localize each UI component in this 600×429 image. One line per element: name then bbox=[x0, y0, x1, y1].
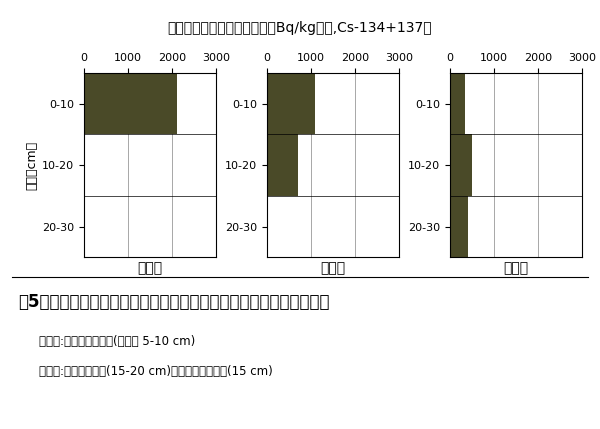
Y-axis label: 深さ（cm）: 深さ（cm） bbox=[25, 141, 38, 190]
Text: 深耕区: 深耕区 bbox=[503, 261, 529, 275]
Text: 浅耕区:浅層ロータリ耕(耕起深 5-10 cm): 浅耕区:浅層ロータリ耕(耕起深 5-10 cm) bbox=[39, 335, 195, 347]
Bar bbox=[449, 196, 468, 257]
Text: 図5　耕起方法の違いが放射性セシウムの土壌垂直分布に及ぼす影響: 図5 耕起方法の違いが放射性セシウムの土壌垂直分布に及ぼす影響 bbox=[18, 293, 329, 311]
Text: 浅耕区: 浅耕区 bbox=[137, 261, 163, 275]
Bar bbox=[449, 134, 472, 196]
Bar bbox=[449, 73, 465, 134]
Bar bbox=[84, 73, 177, 134]
Bar bbox=[267, 73, 316, 134]
Bar bbox=[267, 134, 298, 196]
Text: 土壌の放射性セシウム含量（Bq/kg乾土,Cs-134+137）: 土壌の放射性セシウム含量（Bq/kg乾土,Cs-134+137） bbox=[167, 21, 433, 35]
Text: 慣行区:慣行プラウ耕(15-20 cm)＋慣行ロータリ耕(15 cm): 慣行区:慣行プラウ耕(15-20 cm)＋慣行ロータリ耕(15 cm) bbox=[39, 365, 273, 378]
Text: 慣行区: 慣行区 bbox=[320, 261, 346, 275]
